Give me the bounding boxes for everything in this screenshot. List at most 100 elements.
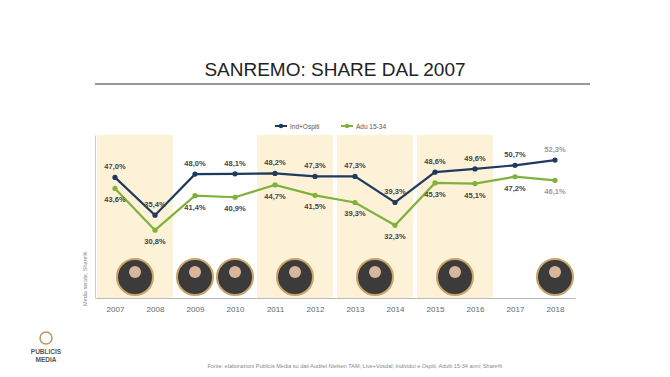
legend-label: Adu 15-34: [356, 123, 386, 130]
title: SANREMO: SHARE DAL 2007: [204, 59, 465, 80]
series-point: [392, 223, 397, 228]
series-point: [192, 193, 197, 198]
data-label: 47,2%: [504, 184, 526, 193]
host-photo-face: [369, 266, 381, 278]
data-label: 35,4%: [144, 200, 166, 209]
highlight-bands: [97, 135, 493, 298]
series-point: [352, 200, 357, 205]
host-photo-face: [229, 266, 241, 278]
data-label: 47,0%: [104, 162, 126, 171]
x-tick-label: 2007: [107, 305, 125, 314]
host-photo-face: [289, 266, 301, 278]
series-point: [152, 228, 157, 233]
data-label: 44,7%: [264, 192, 286, 201]
host-photo-face: [189, 266, 201, 278]
series-point: [312, 193, 317, 198]
logo: PUBLICISMEDIA: [31, 332, 62, 363]
x-tick: 2008: [147, 298, 165, 314]
series-point: [232, 171, 237, 176]
series-point: [552, 178, 557, 183]
plot-marks: [112, 158, 557, 233]
data-label: 39,3%: [344, 209, 366, 218]
host-photo: [537, 259, 573, 295]
series-point: [512, 174, 517, 179]
x-tick-label: 2012: [307, 305, 325, 314]
host-photo: [437, 259, 473, 295]
series-point: [352, 174, 357, 179]
series-point: [312, 174, 317, 179]
x-tick: 2014: [387, 298, 405, 314]
data-label: 47,3%: [304, 161, 326, 170]
host-photo-face: [549, 266, 561, 278]
legend: Ind+Ospiti Adu 15-34: [275, 123, 386, 131]
data-label: 49,6%: [464, 154, 486, 163]
series-point: [112, 175, 117, 180]
highlight-band: [337, 135, 413, 298]
series-point: [192, 172, 197, 177]
data-label: 48,6%: [424, 157, 446, 166]
x-tick: 2013: [347, 298, 365, 314]
x-tick-label: 2013: [347, 305, 365, 314]
host-photo: [217, 259, 253, 295]
host-photo: [277, 259, 313, 295]
highlight-band: [97, 135, 173, 298]
legend-marker: [345, 124, 349, 128]
host-photo: [117, 259, 153, 295]
data-label: 52,3%: [544, 145, 566, 154]
x-tick: 2015: [427, 298, 445, 314]
data-label: 45,3%: [424, 190, 446, 199]
x-axis: 2007 2008 2009 2010 2011 2012 2013 2014 2015 2016…: [96, 298, 576, 314]
host-photo: [177, 259, 213, 295]
y-axis-title: Media serate, Share%: [82, 251, 88, 306]
series-point: [472, 166, 477, 171]
x-axis-line: [96, 298, 576, 299]
logo-text: PUBLICIS: [31, 348, 62, 355]
host-photo-face: [449, 266, 461, 278]
data-label: 30,8%: [144, 237, 166, 246]
x-tick-label: 2016: [467, 305, 485, 314]
x-tick-label: 2014: [387, 305, 405, 314]
series-point: [232, 195, 237, 200]
series-point: [272, 182, 277, 187]
data-label: 50,7%: [504, 150, 526, 159]
legend-marker: [279, 124, 283, 128]
x-tick: 2012: [307, 298, 325, 314]
x-tick-label: 2015: [427, 305, 445, 314]
series-line: [115, 177, 555, 230]
series-point: [112, 186, 117, 191]
data-label: 41,5%: [304, 202, 326, 211]
y-axis-line: [95, 136, 96, 299]
highlight-band: [417, 135, 493, 298]
legend-label: Ind+Ospiti: [290, 123, 319, 131]
x-tick-label: 2011: [267, 305, 285, 314]
x-tick: 2009: [187, 298, 205, 314]
x-tick: 2018: [547, 298, 565, 314]
legend-item: Adu 15-34: [341, 123, 386, 130]
x-tick-label: 2009: [187, 305, 205, 314]
series-point: [392, 200, 397, 205]
host-photos: [117, 259, 573, 295]
x-tick: 2010: [227, 298, 245, 314]
series-point: [552, 158, 557, 163]
host-photo: [357, 259, 393, 295]
highlight-band: [257, 135, 333, 298]
data-label: 45,1%: [464, 191, 486, 200]
data-label: 47,3%: [344, 161, 366, 170]
data-label: 39,3%: [384, 187, 406, 196]
x-tick-label: 2018: [547, 305, 565, 314]
chart: SANREMO: SHARE DAL 2007 Ind+Ospiti Adu 15-…: [0, 0, 670, 377]
data-label: 48,1%: [224, 159, 246, 168]
series-point: [432, 180, 437, 185]
data-label: 32,3%: [384, 232, 406, 241]
source-note: Fonte: elaborazioni Publicis Media su da…: [208, 363, 503, 369]
data-label: 41,4%: [184, 203, 206, 212]
x-tick: 2017: [507, 298, 525, 314]
series-point: [152, 213, 157, 218]
x-tick: 2007: [107, 298, 125, 314]
series-point: [472, 181, 477, 186]
y-axis: [95, 136, 96, 299]
x-tick: 2011: [267, 298, 285, 314]
data-labels: 47,0%35,4%48,0%48,1%48,2%47,3%47,3%39,3%…: [104, 145, 566, 246]
data-label: 46,1%: [544, 187, 566, 196]
logo-mark: [40, 332, 52, 344]
